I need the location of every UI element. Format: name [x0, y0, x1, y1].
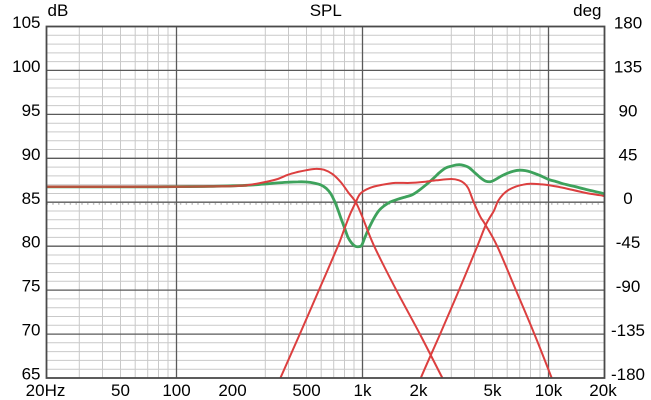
- svg-text:20k: 20k: [589, 381, 617, 400]
- svg-text:10k: 10k: [535, 381, 563, 400]
- svg-text:80: 80: [22, 233, 41, 252]
- svg-text:90: 90: [619, 101, 638, 120]
- svg-text:-180: -180: [611, 365, 645, 384]
- svg-text:135: 135: [614, 57, 642, 76]
- svg-text:dB: dB: [48, 1, 69, 20]
- svg-text:200: 200: [218, 381, 246, 400]
- svg-text:100: 100: [162, 381, 190, 400]
- svg-text:65: 65: [22, 365, 41, 384]
- svg-text:20Hz: 20Hz: [26, 381, 66, 400]
- svg-text:180: 180: [614, 14, 642, 33]
- svg-text:70: 70: [22, 321, 41, 340]
- svg-text:45: 45: [619, 145, 638, 164]
- svg-text:500: 500: [292, 381, 320, 400]
- svg-text:100: 100: [12, 57, 40, 76]
- svg-text:2k: 2k: [410, 381, 428, 400]
- svg-text:105: 105: [12, 13, 40, 32]
- svg-text:85: 85: [22, 189, 41, 208]
- svg-text:-90: -90: [616, 277, 641, 296]
- svg-text:deg: deg: [573, 1, 601, 20]
- svg-text:90: 90: [22, 145, 41, 164]
- svg-text:-135: -135: [611, 321, 645, 340]
- svg-text:0: 0: [623, 189, 632, 208]
- svg-text:75: 75: [22, 277, 41, 296]
- svg-text:1k: 1k: [354, 381, 372, 400]
- svg-text:-45: -45: [616, 233, 641, 252]
- svg-text:50: 50: [111, 381, 130, 400]
- svg-text:95: 95: [22, 101, 41, 120]
- svg-text:5k: 5k: [484, 381, 502, 400]
- svg-text:SPL: SPL: [310, 1, 342, 20]
